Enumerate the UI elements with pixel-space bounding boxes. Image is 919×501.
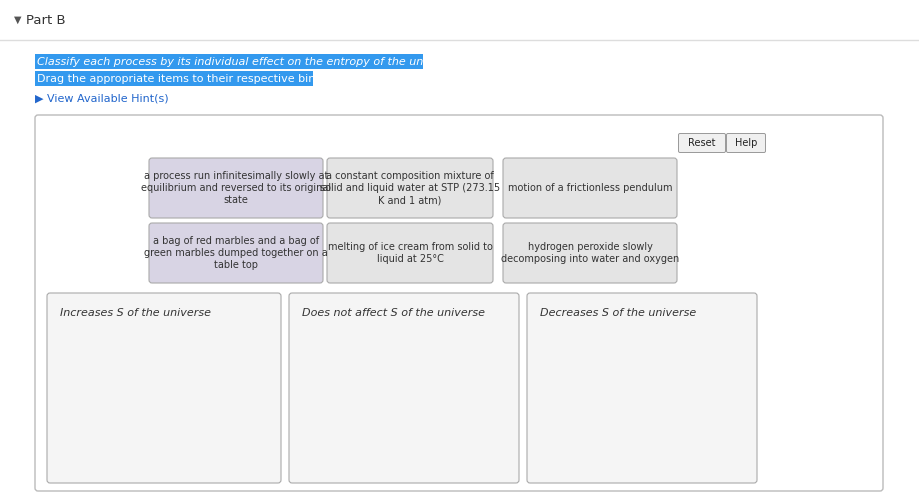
FancyBboxPatch shape	[35, 71, 312, 86]
FancyBboxPatch shape	[149, 223, 323, 283]
FancyBboxPatch shape	[326, 223, 493, 283]
Text: a bag of red marbles and a bag of
green marbles dumped together on a
table top: a bag of red marbles and a bag of green …	[144, 235, 327, 271]
FancyBboxPatch shape	[726, 133, 765, 152]
FancyBboxPatch shape	[0, 0, 919, 40]
FancyBboxPatch shape	[326, 158, 493, 218]
FancyBboxPatch shape	[503, 223, 676, 283]
Text: ▼: ▼	[14, 15, 21, 25]
FancyBboxPatch shape	[47, 293, 280, 483]
Text: a constant composition mixture of
solid and liquid water at STP (273.15
K and 1 : a constant composition mixture of solid …	[320, 171, 500, 205]
Text: Decreases S of the universe: Decreases S of the universe	[539, 308, 696, 318]
Text: motion of a frictionless pendulum: motion of a frictionless pendulum	[507, 183, 672, 193]
Text: melting of ice cream from solid to
liquid at 25°C: melting of ice cream from solid to liqui…	[327, 242, 492, 264]
FancyBboxPatch shape	[503, 158, 676, 218]
Text: ▶ View Available Hint(s): ▶ View Available Hint(s)	[35, 93, 168, 103]
FancyBboxPatch shape	[35, 54, 423, 69]
Text: Reset: Reset	[687, 138, 715, 148]
FancyBboxPatch shape	[149, 158, 323, 218]
FancyBboxPatch shape	[678, 133, 725, 152]
Text: Part B: Part B	[26, 14, 65, 27]
Text: hydrogen peroxide slowly
decomposing into water and oxygen: hydrogen peroxide slowly decomposing int…	[500, 242, 678, 264]
Text: Classify each process by its individual effect on the entropy of the universe, S: Classify each process by its individual …	[37, 57, 474, 67]
FancyBboxPatch shape	[289, 293, 518, 483]
Text: Does not affect S of the universe: Does not affect S of the universe	[301, 308, 484, 318]
Text: Increases S of the universe: Increases S of the universe	[60, 308, 210, 318]
Text: a process run infinitesimally slowly at
equilibrium and reversed to its original: a process run infinitesimally slowly at …	[141, 171, 331, 205]
Text: Drag the appropriate items to their respective bins.: Drag the appropriate items to their resp…	[37, 74, 324, 84]
FancyBboxPatch shape	[35, 115, 882, 491]
FancyBboxPatch shape	[527, 293, 756, 483]
FancyBboxPatch shape	[0, 40, 919, 501]
Text: Help: Help	[734, 138, 756, 148]
